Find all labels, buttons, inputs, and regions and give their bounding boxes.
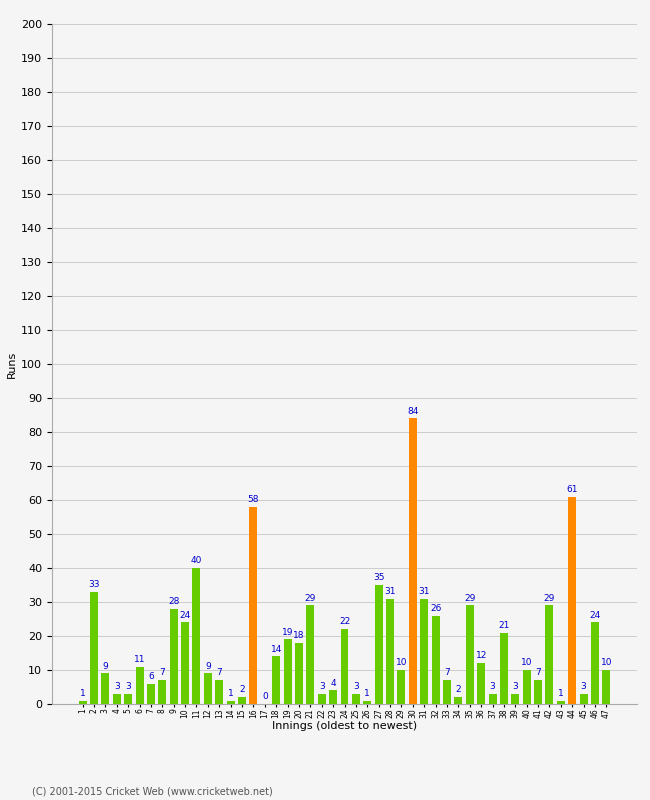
Text: 3: 3 <box>319 682 324 691</box>
Bar <box>238 697 246 704</box>
Bar <box>215 680 223 704</box>
Text: 1: 1 <box>558 689 564 698</box>
Text: 1: 1 <box>80 689 85 698</box>
Bar <box>136 666 144 704</box>
Bar <box>318 694 326 704</box>
Bar <box>454 697 462 704</box>
Text: 33: 33 <box>88 580 99 589</box>
Text: 58: 58 <box>248 495 259 504</box>
Bar <box>250 507 257 704</box>
Text: 12: 12 <box>475 651 487 661</box>
Bar <box>500 633 508 704</box>
Bar <box>443 680 451 704</box>
Bar <box>534 680 542 704</box>
Bar <box>181 622 189 704</box>
Text: 3: 3 <box>125 682 131 691</box>
Text: 61: 61 <box>567 485 578 494</box>
Text: 14: 14 <box>270 645 282 654</box>
Bar <box>374 585 383 704</box>
Text: (C) 2001-2015 Cricket Web (www.cricketweb.net): (C) 2001-2015 Cricket Web (www.cricketwe… <box>32 786 273 796</box>
Text: 29: 29 <box>305 594 316 602</box>
Text: 11: 11 <box>134 655 145 664</box>
Text: 29: 29 <box>464 594 475 602</box>
Bar <box>170 609 177 704</box>
Bar <box>523 670 530 704</box>
Bar <box>409 418 417 704</box>
Text: 31: 31 <box>384 587 396 596</box>
Bar <box>545 606 553 704</box>
Text: 40: 40 <box>190 556 202 566</box>
Bar <box>557 701 565 704</box>
Text: 10: 10 <box>601 658 612 667</box>
Bar <box>90 592 98 704</box>
Text: 1: 1 <box>365 689 370 698</box>
Text: 3: 3 <box>580 682 586 691</box>
Text: 9: 9 <box>205 662 211 670</box>
Text: 29: 29 <box>544 594 555 602</box>
Bar <box>204 674 212 704</box>
Text: 7: 7 <box>159 669 165 678</box>
Text: 3: 3 <box>353 682 359 691</box>
Bar <box>101 674 109 704</box>
Text: 4: 4 <box>330 678 336 688</box>
Bar <box>295 643 303 704</box>
Text: 22: 22 <box>339 618 350 626</box>
Text: 2: 2 <box>239 686 245 694</box>
Text: 7: 7 <box>535 669 541 678</box>
Bar <box>591 622 599 704</box>
Bar <box>432 616 439 704</box>
Text: 31: 31 <box>419 587 430 596</box>
Bar <box>147 683 155 704</box>
Text: 35: 35 <box>373 574 384 582</box>
Bar <box>272 656 280 704</box>
Text: 18: 18 <box>293 631 305 640</box>
Text: 2: 2 <box>456 686 462 694</box>
Y-axis label: Runs: Runs <box>7 350 17 378</box>
Bar <box>466 606 474 704</box>
Text: 26: 26 <box>430 604 441 613</box>
Text: 19: 19 <box>282 628 293 637</box>
Text: 28: 28 <box>168 597 179 606</box>
Bar <box>124 694 132 704</box>
Bar <box>489 694 497 704</box>
Bar <box>386 598 394 704</box>
Bar <box>477 663 485 704</box>
Bar <box>363 701 371 704</box>
Text: 21: 21 <box>499 621 510 630</box>
Text: 9: 9 <box>103 662 109 670</box>
Text: 3: 3 <box>489 682 495 691</box>
Bar <box>568 497 577 704</box>
Bar <box>306 606 315 704</box>
Text: 7: 7 <box>444 669 450 678</box>
Text: 3: 3 <box>512 682 518 691</box>
Bar <box>192 568 200 704</box>
Text: 10: 10 <box>521 658 532 667</box>
Text: 0: 0 <box>262 692 268 702</box>
Bar <box>227 701 235 704</box>
Bar <box>603 670 610 704</box>
Bar <box>329 690 337 704</box>
Bar <box>112 694 121 704</box>
Bar <box>421 598 428 704</box>
Text: 24: 24 <box>590 610 601 620</box>
Text: 6: 6 <box>148 672 154 681</box>
X-axis label: Innings (oldest to newest): Innings (oldest to newest) <box>272 721 417 730</box>
Text: 84: 84 <box>407 406 419 416</box>
Text: 7: 7 <box>216 669 222 678</box>
Bar <box>79 701 86 704</box>
Bar <box>397 670 406 704</box>
Bar <box>283 639 292 704</box>
Text: 3: 3 <box>114 682 120 691</box>
Text: 1: 1 <box>227 689 233 698</box>
Text: 24: 24 <box>179 610 190 620</box>
Bar <box>352 694 360 704</box>
Bar <box>341 629 348 704</box>
Bar <box>159 680 166 704</box>
Bar <box>512 694 519 704</box>
Text: 10: 10 <box>396 658 407 667</box>
Bar <box>580 694 588 704</box>
